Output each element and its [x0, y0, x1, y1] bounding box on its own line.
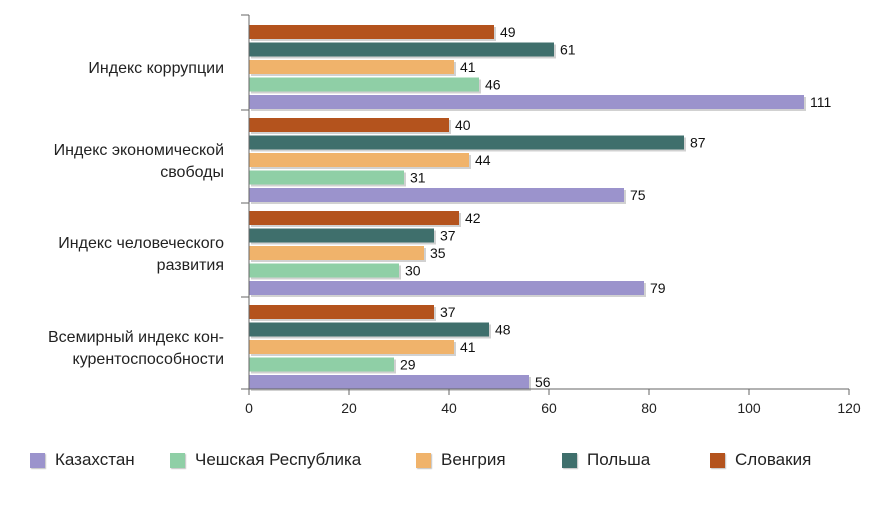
- category-label: свободы: [160, 164, 224, 181]
- legend-swatch: [562, 452, 577, 468]
- axis-layer: Индекс коррупции Индекс экономической своб…: [48, 14, 861, 416]
- bar-3-2: [249, 228, 434, 243]
- value-label: 29: [400, 357, 416, 373]
- bar-2-2: [249, 246, 424, 260]
- category-label: Индекс коррупции: [88, 60, 224, 77]
- x-tick-label: 20: [341, 400, 357, 416]
- legend-item: Польша: [562, 448, 650, 472]
- bar-1-0: [249, 77, 479, 92]
- value-label: 111: [810, 94, 831, 110]
- value-label: 79: [650, 280, 666, 296]
- x-tick-label: 100: [737, 400, 761, 416]
- bar-3-3: [249, 322, 489, 337]
- value-label: 37: [440, 228, 456, 244]
- legend: Казахстан Чешская Республика Венгрия Польша…: [0, 440, 872, 480]
- legend-item: Чешская Республика: [170, 448, 361, 472]
- bar-0-0: [249, 95, 804, 109]
- value-label: 41: [460, 339, 476, 355]
- legend-item: Казахстан: [30, 448, 135, 472]
- category-label: курентоспособности: [73, 351, 224, 368]
- category-label: Индекс человеческого: [58, 235, 224, 252]
- value-label: 61: [560, 42, 576, 58]
- bar-1-3: [249, 357, 394, 372]
- value-label: 87: [690, 135, 706, 151]
- category-label: развития: [157, 257, 224, 274]
- bar-2-0: [249, 60, 454, 74]
- bar-1-2: [249, 263, 399, 278]
- value-label: 35: [430, 245, 446, 261]
- bar-0-1: [249, 188, 624, 202]
- x-tick-label: 80: [641, 400, 657, 416]
- bar-2-1: [249, 153, 469, 167]
- value-label: 44: [475, 152, 491, 168]
- legend-label: Казахстан: [55, 450, 135, 469]
- bar-4-2: [249, 211, 459, 225]
- bar-0-3: [249, 375, 529, 389]
- legend-label: Польша: [587, 450, 651, 469]
- value-label: 37: [440, 304, 456, 320]
- legend-label: Чешская Республика: [195, 450, 362, 469]
- value-label: 41: [460, 59, 476, 75]
- bars-layer: 1114641614975314487407930353742562941483…: [249, 24, 831, 391]
- value-label: 56: [535, 374, 551, 390]
- legend-swatch: [170, 452, 185, 468]
- legend-label: Венгрия: [441, 450, 506, 469]
- value-label: 75: [630, 187, 646, 203]
- bar-4-3: [249, 305, 434, 319]
- bar-chart: 1114641614975314487407930353742562941483…: [48, 14, 861, 416]
- value-label: 31: [410, 170, 426, 186]
- category-label: Всемирный индекс кон-: [48, 329, 224, 346]
- legend-item: Словакия: [710, 448, 811, 472]
- value-label: 42: [465, 210, 481, 226]
- bar-0-2: [249, 281, 644, 295]
- bar-1-1: [249, 170, 404, 185]
- bar-4-1: [249, 118, 449, 132]
- value-label: 46: [485, 77, 501, 93]
- x-tick-label: 0: [245, 400, 253, 416]
- x-tick-label: 40: [441, 400, 457, 416]
- legend-item: Венгрия: [416, 448, 506, 472]
- value-label: 40: [455, 117, 471, 133]
- legend-swatch: [416, 452, 431, 468]
- bar-3-0: [249, 42, 554, 57]
- category-label: Индекс экономической: [54, 142, 224, 159]
- legend-label: Словакия: [735, 450, 812, 469]
- legend-swatch: [30, 452, 45, 468]
- value-label: 30: [405, 263, 421, 279]
- legend-swatch: [710, 452, 725, 468]
- value-label: 49: [500, 24, 516, 40]
- x-tick-label: 60: [541, 400, 557, 416]
- bar-3-1: [249, 135, 684, 150]
- bar-2-3: [249, 340, 454, 354]
- value-label: 48: [495, 322, 511, 338]
- bar-4-0: [249, 25, 494, 39]
- x-tick-label: 120: [837, 400, 861, 416]
